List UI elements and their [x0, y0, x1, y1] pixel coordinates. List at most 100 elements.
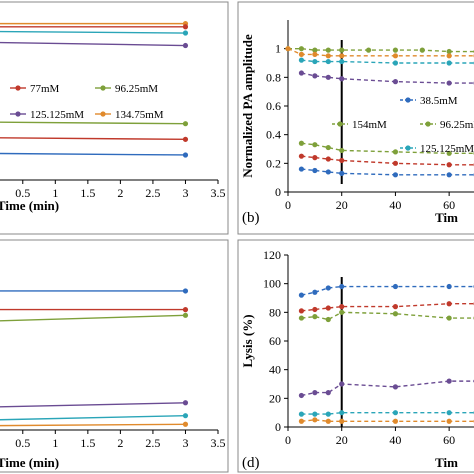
data-point	[298, 57, 305, 63]
data-point	[339, 76, 345, 82]
data-point	[312, 289, 318, 295]
data-point	[182, 136, 189, 142]
y-tick-label: 120	[263, 248, 281, 262]
x-tick-label: 60	[443, 198, 455, 212]
legend-marker	[405, 97, 411, 103]
series-line-2	[0, 30, 186, 34]
data-point	[339, 410, 345, 416]
panel-a-frame	[0, 1, 229, 235]
data-point	[182, 421, 189, 427]
data-point	[339, 304, 345, 310]
legend-marker	[405, 145, 411, 151]
series-line-6	[0, 152, 186, 156]
y-tick-label: 0.8	[266, 70, 281, 84]
data-point	[298, 51, 305, 58]
data-point	[325, 144, 331, 151]
x-tick-label: 60	[443, 433, 455, 447]
legend-label: 96.25mM	[115, 83, 158, 95]
legend-marker	[15, 111, 21, 117]
data-point	[298, 292, 305, 298]
x-tick-label: 1.5	[80, 436, 95, 450]
data-point	[339, 157, 345, 164]
data-point	[392, 47, 399, 53]
panel-b-frame	[237, 1, 474, 235]
series-line-5	[0, 137, 186, 141]
x-tick-label: 3.5	[211, 186, 226, 200]
data-point	[392, 160, 399, 166]
y-tick-label: 1	[275, 42, 281, 56]
data-point	[446, 162, 452, 168]
data-point	[392, 384, 399, 390]
legend-label: 134.75mM	[115, 109, 164, 121]
data-point	[312, 73, 318, 79]
y-tick-label: 0.4	[266, 128, 281, 142]
data-point	[339, 47, 345, 53]
data-point	[325, 58, 331, 65]
x-tick-label: 3	[182, 186, 188, 200]
data-point	[298, 308, 305, 314]
data-point	[312, 314, 318, 320]
series-line-2	[0, 314, 186, 322]
data-point	[339, 283, 345, 290]
data-point	[339, 309, 345, 315]
x-tick-label: 0.5	[15, 436, 30, 450]
data-point	[419, 47, 425, 53]
y-tick-label: 80	[269, 305, 281, 319]
x-tick-label: 2.5	[145, 186, 160, 200]
data-point	[312, 51, 318, 58]
data-point	[392, 149, 399, 155]
data-point	[446, 172, 452, 178]
legend-label: 96.25mM	[440, 119, 474, 131]
data-point	[298, 166, 305, 172]
x-tick-label: 1	[52, 436, 58, 450]
data-point	[325, 169, 331, 175]
legend-marker	[15, 85, 21, 91]
data-point	[312, 417, 318, 423]
x-tick-label: 0.5	[15, 186, 30, 200]
data-point	[446, 418, 452, 424]
legend-label: 77mM	[30, 83, 60, 95]
data-point	[339, 53, 345, 59]
x-axis-label: Tim	[435, 455, 458, 470]
data-point	[312, 142, 318, 148]
x-tick-label: 20	[336, 433, 348, 447]
panel-c-frame	[0, 239, 229, 473]
legend-label: 38.5mM	[420, 95, 458, 107]
data-point	[339, 58, 345, 65]
series-line-0	[288, 47, 474, 53]
data-point	[298, 46, 305, 52]
data-point	[182, 121, 189, 127]
legend-label: 125.125mM	[420, 143, 474, 155]
data-point	[182, 30, 189, 36]
data-point	[339, 418, 345, 424]
y-tick-label: 100	[263, 277, 281, 291]
x-tick-label: 40	[389, 433, 401, 447]
data-point	[312, 58, 318, 65]
data-point	[325, 47, 331, 53]
legend-label: 154mM	[352, 119, 387, 131]
data-point	[392, 79, 399, 85]
data-point	[182, 288, 189, 294]
x-tick-label: 2.5	[145, 436, 160, 450]
series-line-4	[0, 121, 186, 125]
legend-marker	[100, 111, 106, 117]
y-tick-label: 20	[269, 391, 281, 405]
panel-a-chart: 0.5 1 1.5 2 2.5 3 3.5 Time (min) 77mM 96.25mM 125.…	[0, 21, 226, 213]
data-point	[365, 47, 372, 53]
data-point	[446, 150, 452, 156]
x-tick-label: 0	[285, 198, 291, 212]
data-point	[312, 47, 318, 53]
panel-d-chart: 0 20 40 60 0 20 40 60 80 100 120 Tim Lysis (%) (d)	[240, 248, 474, 471]
data-point	[392, 172, 399, 178]
series-line-3	[0, 402, 186, 408]
data-point	[182, 400, 189, 406]
data-point	[182, 152, 189, 158]
legend-label: 125.125mM	[30, 109, 84, 121]
data-point	[446, 80, 452, 86]
legend-marker	[100, 85, 106, 91]
x-axis-label: Time (min)	[0, 198, 59, 213]
data-point	[312, 411, 318, 417]
data-point	[446, 410, 452, 416]
data-point	[182, 312, 189, 318]
data-point	[392, 311, 399, 317]
